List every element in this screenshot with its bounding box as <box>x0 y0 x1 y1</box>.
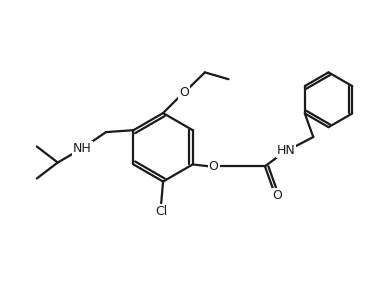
Text: Cl: Cl <box>155 205 167 218</box>
Text: O: O <box>272 189 282 202</box>
Text: O: O <box>179 86 189 99</box>
Text: NH: NH <box>73 141 92 155</box>
Text: HN: HN <box>277 144 295 157</box>
Text: O: O <box>209 160 219 173</box>
